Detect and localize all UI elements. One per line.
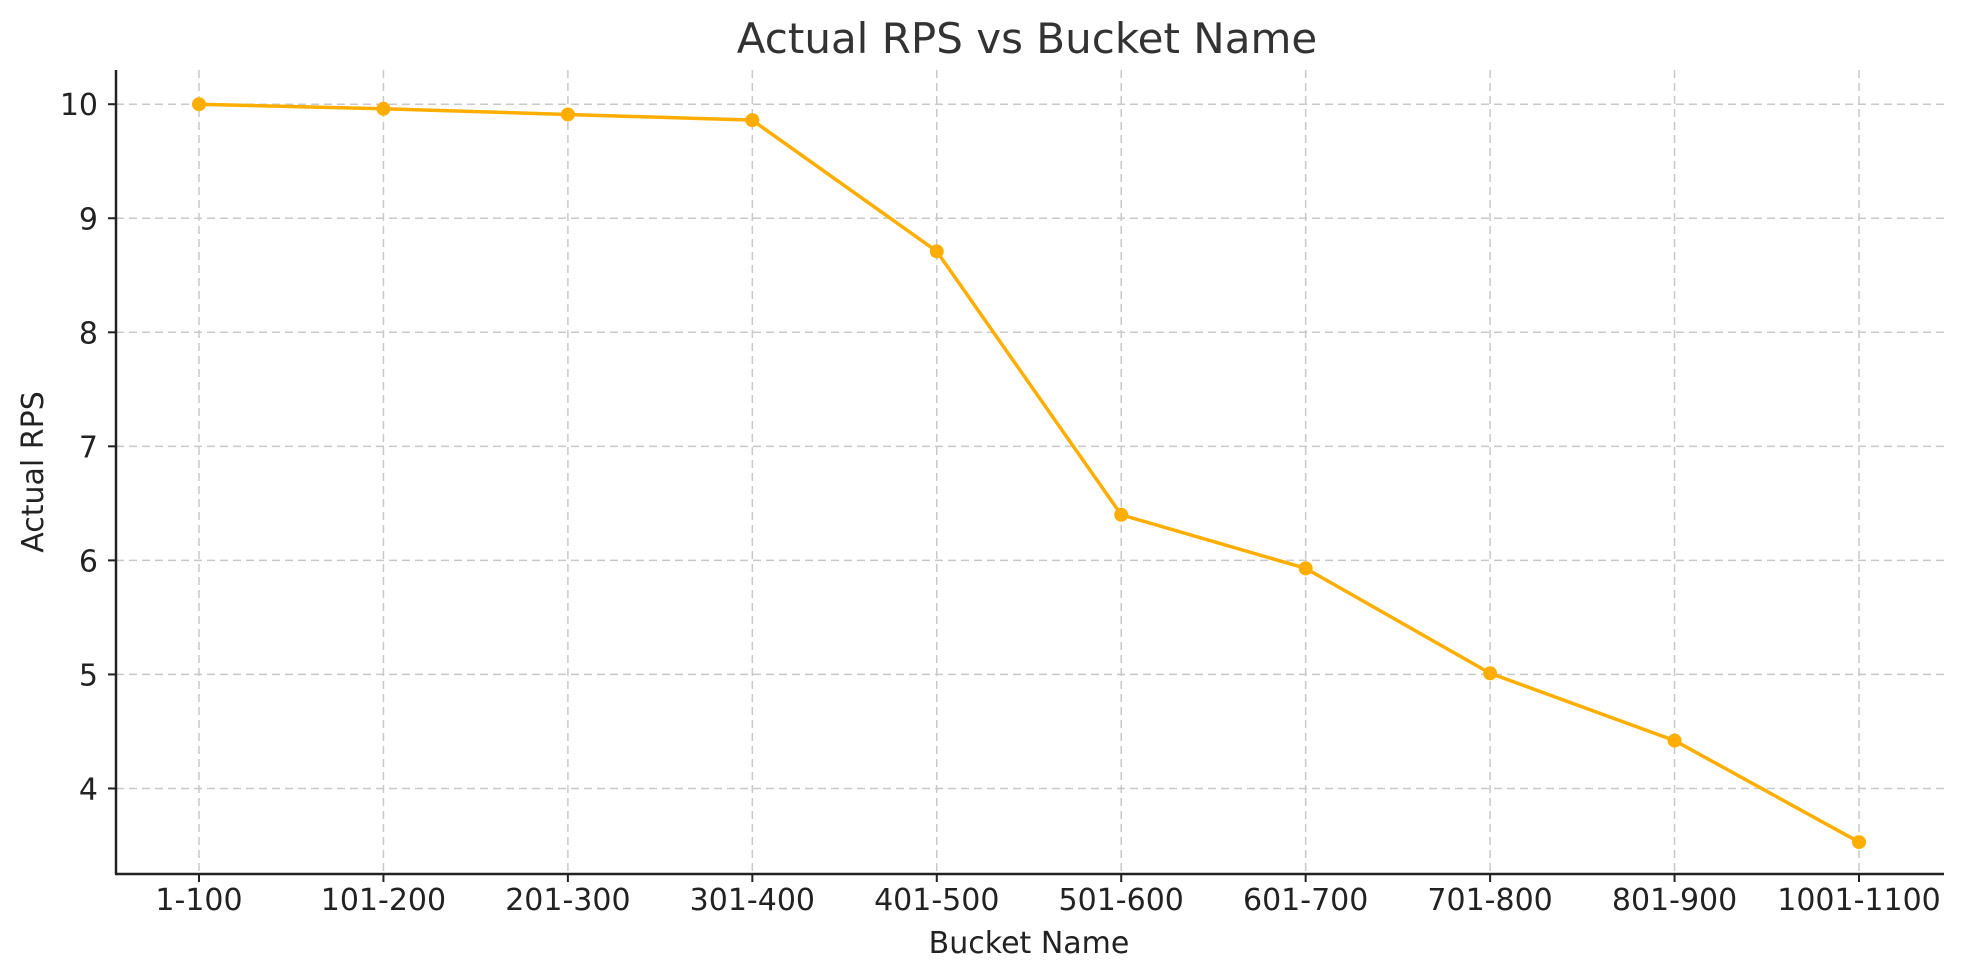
x-tick-label: 201-300: [505, 883, 630, 918]
data-point: [1298, 561, 1313, 576]
y-tick-label: 9: [79, 202, 98, 237]
x-tick-label: 601-700: [1243, 883, 1368, 918]
x-tick-label: 301-400: [690, 883, 815, 918]
series: [192, 97, 1866, 850]
data-point: [560, 107, 575, 122]
x-tick-label: 101-200: [321, 883, 446, 918]
x-tick-label: 501-600: [1059, 883, 1184, 918]
data-point: [1852, 835, 1866, 850]
data-point: [192, 97, 206, 112]
data-point: [1667, 733, 1682, 748]
y-tick-label: 8: [79, 316, 98, 351]
data-point: [929, 244, 944, 259]
tick-labels: 4 5 6 7 8 9 10 1-100 101-200 201-300 301-400 401-50…: [60, 88, 1941, 918]
x-tick-label: 1-100: [155, 883, 242, 918]
y-tick-label: 10: [60, 88, 98, 123]
data-point: [1114, 507, 1129, 522]
y-tick-label: 5: [79, 658, 98, 693]
series-line: [198, 102, 1860, 844]
y-tick-label: 7: [79, 430, 98, 465]
x-axis-label: Bucket Name: [929, 926, 1130, 961]
data-point: [376, 101, 391, 116]
y-tick-label: 4: [79, 772, 98, 807]
axes: [114, 70, 1944, 876]
x-tick-label: 801-900: [1612, 883, 1737, 918]
chart-title: Actual RPS vs Bucket Name: [737, 14, 1317, 63]
x-tick-label: 701-800: [1427, 883, 1552, 918]
grid: [116, 70, 1944, 874]
x-tick-label: 401-500: [874, 883, 999, 918]
y-tick-label: 6: [79, 544, 98, 579]
data-point: [1483, 666, 1498, 681]
y-axis-label: Actual RPS: [16, 391, 51, 553]
data-point: [745, 113, 760, 128]
x-tick-label: 1001-1100: [1777, 883, 1941, 918]
